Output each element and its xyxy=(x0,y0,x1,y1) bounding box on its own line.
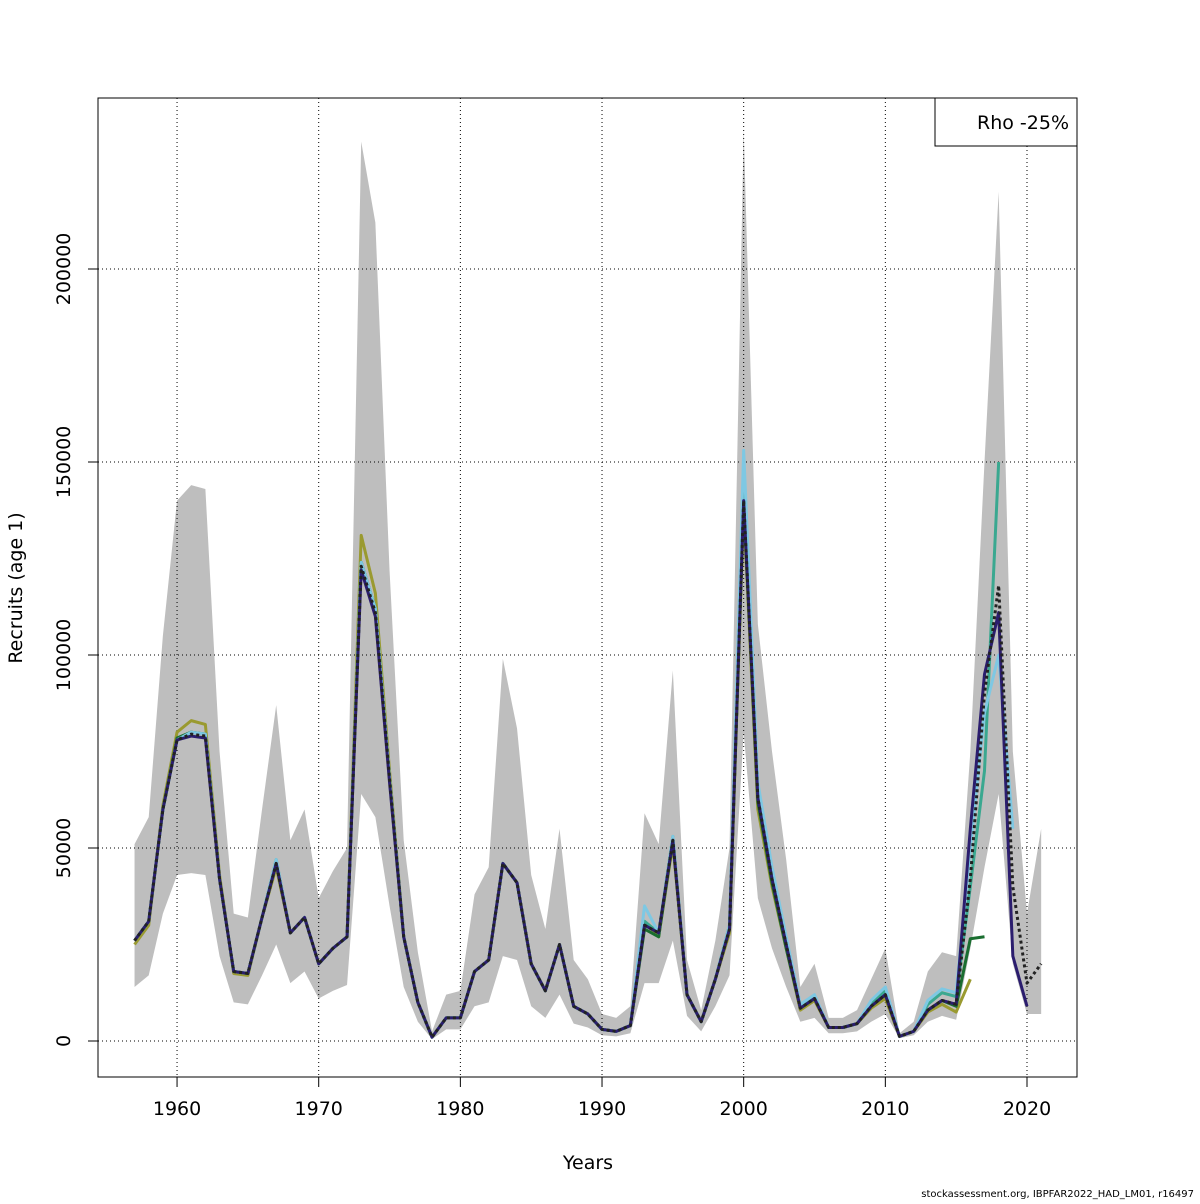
x-tick-label: 2010 xyxy=(861,1098,909,1120)
y-tick-label: 200000 xyxy=(53,233,75,306)
x-tick-label: 1980 xyxy=(436,1098,484,1120)
y-tick-label: 0 xyxy=(53,1035,75,1047)
footer: stockassessment.org, IBPFAR2022_HAD_LM01… xyxy=(921,1189,1194,1200)
y-tick-label: 150000 xyxy=(53,426,75,499)
x-tick-label: 1970 xyxy=(295,1098,343,1120)
plot-frame xyxy=(97,97,1078,1078)
x-axis-label: Years xyxy=(562,1152,613,1174)
x-tick-label: 1990 xyxy=(578,1098,626,1120)
x-tick-label: 1960 xyxy=(153,1098,201,1120)
x-tick-label: 2020 xyxy=(1003,1098,1051,1120)
legend-text: Rho -25% xyxy=(977,112,1069,134)
y-tick-label: 50000 xyxy=(53,818,75,878)
confidence-band xyxy=(134,130,1042,1040)
x-tick-label: 2000 xyxy=(719,1098,767,1120)
series-line xyxy=(133,499,1043,1039)
y-axis-label: Recruits (age 1) xyxy=(5,512,27,663)
legend-box xyxy=(934,97,1078,147)
y-tick-label: 100000 xyxy=(53,619,75,692)
